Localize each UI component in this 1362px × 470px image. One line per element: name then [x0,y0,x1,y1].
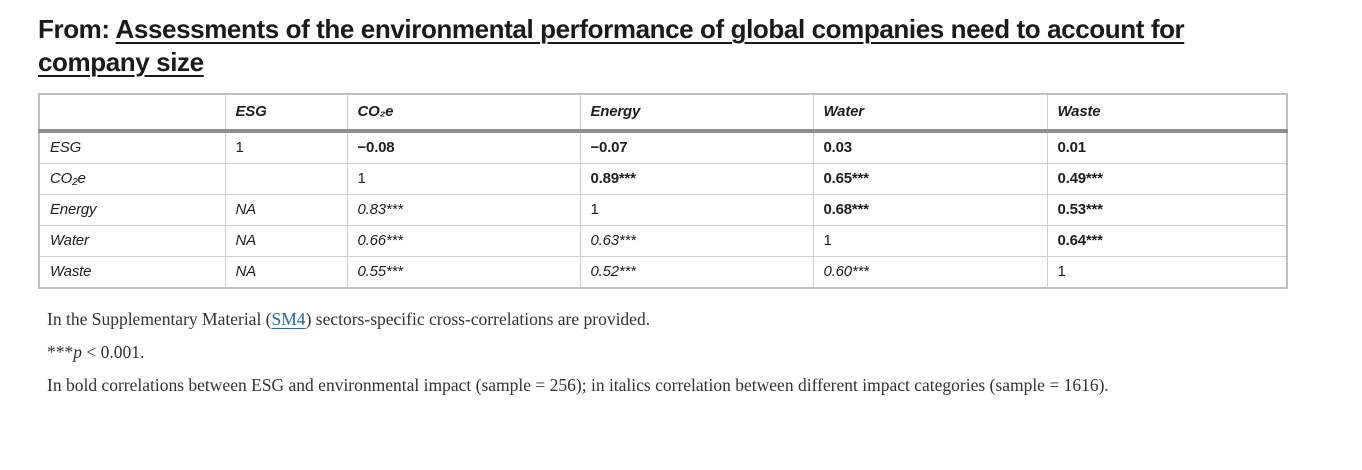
table-row: Water NA 0.66*** 0.63*** 1 0.64*** [38,225,1288,257]
table-row: ESG 1 −0.08 −0.07 0.03 0.01 [38,130,1288,164]
table-row: CO₂e 1 0.89*** 0.65*** 0.49*** [38,163,1288,195]
footnote-supplementary-pre: In the Supplementary Material ( [47,309,272,329]
row-label: Water [38,225,226,257]
row-label: CO₂e [38,163,226,195]
footnote-formatting: In bold correlations between ESG and env… [47,375,1109,396]
significance-stars: *** [47,342,74,363]
value-cell: 0.89*** [579,163,814,195]
table-footnotes: In the Supplementary Material (SM4) sect… [38,304,1198,400]
value-cell: 0.01 [1046,130,1288,164]
value-cell: 1 [1046,256,1288,289]
value-cell: 0.63*** [579,225,814,257]
value-cell: NA [224,225,348,257]
value-cell: NA [224,194,348,226]
table-row: Waste NA 0.55*** 0.52*** 0.60*** 1 [38,256,1288,289]
column-header: Energy [579,93,814,133]
sm4-link[interactable]: SM4 [271,309,306,329]
table-header-row: ESG CO₂e Energy Water Waste [38,93,1288,133]
significance-p-symbol: p [73,342,82,363]
significance-threshold: < 0.001. [82,342,145,363]
correlation-table: ESG CO₂e Energy Water Waste ESG 1 −0.08 −0.07 0.… [38,93,1288,289]
value-cell: NA [224,256,348,289]
column-header: ESG [224,93,348,133]
table-row: Energy NA 0.83*** 1 0.68*** 0.53*** [38,194,1288,226]
value-cell: 0.52*** [579,256,814,289]
article-title-link[interactable]: Assessments of the environmental perform… [38,14,1185,77]
row-label: Waste [38,256,226,289]
value-cell: −0.07 [579,130,814,164]
table-body: ESG 1 −0.08 −0.07 0.03 0.01 CO₂e 1 0.89*** 0.65**… [38,130,1288,289]
value-cell: 1 [812,225,1048,257]
value-cell: 0.60*** [812,256,1048,289]
value-cell: 1 [224,130,348,164]
row-label: ESG [38,130,226,164]
footnote-supplementary: In the Supplementary Material (SM4) sect… [47,304,1198,334]
value-cell: 0.03 [812,130,1048,164]
footnote-significance: ***p < 0.001. [47,337,1198,367]
value-cell: 0.64*** [1046,225,1288,257]
column-header: Water [812,93,1048,133]
value-cell: 0.83*** [346,194,581,226]
value-cell: 0.55*** [346,256,581,289]
value-cell: 0.68*** [812,194,1048,226]
value-cell: 0.66*** [346,225,581,257]
title-prefix: From: [38,14,116,44]
column-header: CO₂e [346,93,581,133]
value-cell: 0.49*** [1046,163,1288,195]
corner-header-cell [38,93,226,133]
value-cell: 1 [346,163,581,195]
page: From: Assessments of the environmental p… [38,13,1288,400]
value-cell: −0.08 [346,130,581,164]
page-title: From: Assessments of the environmental p… [38,13,1188,78]
column-header: Waste [1046,93,1288,133]
row-label: Energy [38,194,226,226]
value-cell: 0.65*** [812,163,1048,195]
value-cell: 0.53*** [1046,194,1288,226]
footnote-supplementary-post: ) sectors-specific cross-correlations ar… [305,309,651,329]
value-cell [224,163,348,195]
value-cell: 1 [579,194,814,226]
